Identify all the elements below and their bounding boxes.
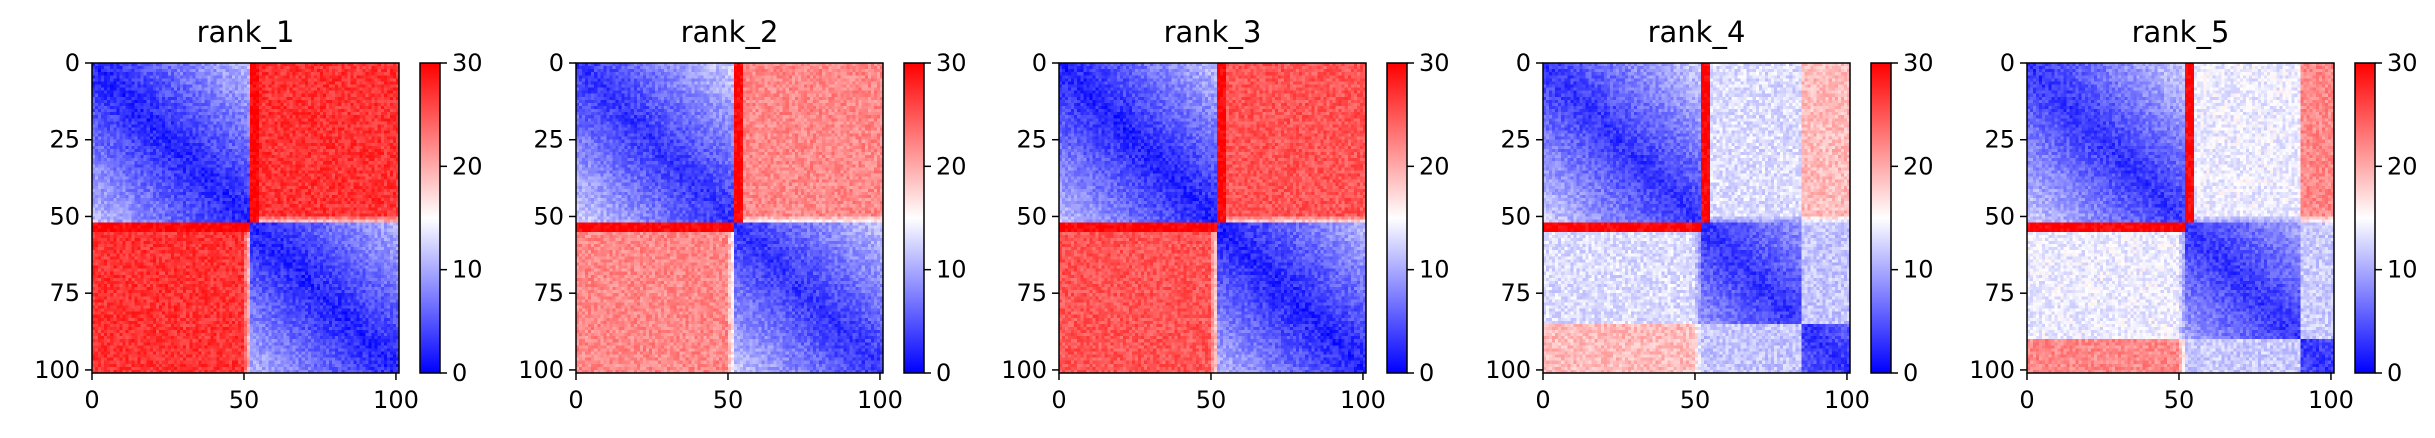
heatmap-cells [2027, 63, 2335, 374]
heatmap-cells [1543, 63, 1851, 374]
panel-title: rank_5 [2132, 15, 2230, 49]
colorbar-tick-label: 10 [1419, 256, 1450, 284]
y-tick-label: 100 [518, 356, 564, 384]
y-tick-label: 50 [1500, 202, 1531, 230]
panel-title: rank_3 [1164, 15, 1262, 49]
y-tick-label: 25 [1500, 126, 1531, 154]
heatmap-cells [1059, 63, 1367, 374]
x-tick-label: 50 [2164, 386, 2195, 414]
x-tick-label: 50 [1680, 386, 1711, 414]
colorbar-tick-label: 30 [452, 49, 483, 77]
y-tick-label: 25 [1016, 126, 1047, 154]
colorbar-tick-label: 10 [452, 256, 483, 284]
x-tick-label: 0 [568, 386, 583, 414]
y-tick-label: 0 [1516, 49, 1531, 77]
y-tick-label: 75 [1984, 279, 2015, 307]
y-tick-label: 50 [1984, 202, 2015, 230]
panel-title: rank_2 [681, 15, 779, 49]
colorbar-tick-label: 0 [452, 359, 467, 387]
colorbar-tick-label: 20 [2387, 152, 2418, 180]
y-tick-label: 100 [34, 356, 80, 384]
colorbar-tick-label: 0 [1419, 359, 1434, 387]
colorbar-tick-label: 0 [2387, 359, 2402, 387]
y-tick-label: 100 [1485, 356, 1531, 384]
colorbar-tick-label: 30 [1419, 49, 1450, 77]
y-tick-label: 75 [533, 279, 564, 307]
x-tick-label: 0 [1535, 386, 1550, 414]
colorbar [419, 62, 441, 374]
heatmap-cells [576, 63, 884, 374]
x-tick-label: 50 [229, 386, 260, 414]
colorbar-tick-label: 20 [452, 152, 483, 180]
y-tick-label: 50 [49, 202, 80, 230]
x-tick-label: 100 [1340, 386, 1386, 414]
y-tick-label: 100 [1001, 356, 1047, 384]
x-tick-label: 0 [84, 386, 99, 414]
x-tick-label: 50 [713, 386, 744, 414]
panel-title: rank_1 [197, 15, 295, 49]
colorbar-tick-label: 10 [1903, 256, 1934, 284]
x-tick-label: 0 [2019, 386, 2034, 414]
x-tick-label: 100 [1824, 386, 1870, 414]
y-tick-label: 25 [533, 126, 564, 154]
heatmap-cells [92, 63, 400, 374]
colorbar-tick-label: 0 [1903, 359, 1918, 387]
x-tick-label: 50 [1196, 386, 1227, 414]
panel-title: rank_4 [1648, 15, 1746, 49]
colorbar-tick-label: 10 [2387, 256, 2418, 284]
y-tick-label: 0 [65, 49, 80, 77]
colorbar-tick-label: 20 [1903, 152, 1934, 180]
colorbar [1870, 62, 1892, 374]
x-tick-label: 100 [373, 386, 419, 414]
colorbar-tick-label: 0 [936, 359, 951, 387]
y-tick-label: 50 [1016, 202, 1047, 230]
colorbar [2354, 62, 2376, 374]
y-tick-label: 75 [1500, 279, 1531, 307]
colorbar-tick-label: 30 [936, 49, 967, 77]
y-tick-label: 100 [1969, 356, 2015, 384]
x-tick-label: 0 [1051, 386, 1066, 414]
y-tick-label: 0 [2000, 49, 2015, 77]
y-tick-label: 75 [49, 279, 80, 307]
colorbar-tick-label: 30 [2387, 49, 2418, 77]
y-tick-label: 50 [533, 202, 564, 230]
y-tick-label: 25 [49, 126, 80, 154]
colorbar [903, 62, 925, 374]
y-tick-label: 0 [1032, 49, 1047, 77]
x-tick-label: 100 [857, 386, 903, 414]
colorbar-tick-label: 20 [936, 152, 967, 180]
x-tick-label: 100 [2308, 386, 2354, 414]
y-tick-label: 25 [1984, 126, 2015, 154]
colorbar [1386, 62, 1408, 374]
colorbar-tick-label: 20 [1419, 152, 1450, 180]
colorbar-tick-label: 30 [1903, 49, 1934, 77]
y-tick-label: 75 [1016, 279, 1047, 307]
colorbar-tick-label: 10 [936, 256, 967, 284]
y-tick-label: 0 [549, 49, 564, 77]
